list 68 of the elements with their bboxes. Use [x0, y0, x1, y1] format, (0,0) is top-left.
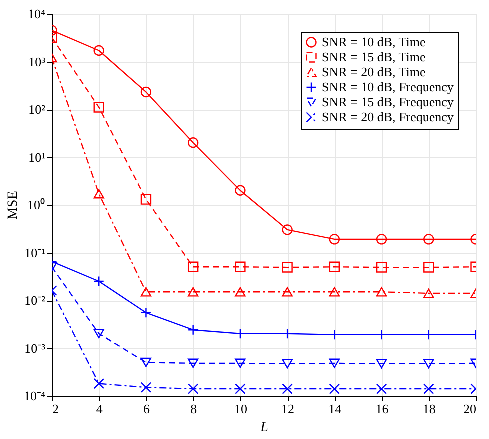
x-tick-label: 20 — [464, 402, 476, 416]
point — [140, 86, 152, 98]
legend-label: SNR = 15 dB, Frequency — [322, 94, 454, 110]
x-tick-label: 18 — [422, 402, 436, 416]
y-tick-label: 10⁻³ — [24, 340, 46, 356]
point — [424, 384, 434, 394]
point — [188, 287, 199, 297]
legend-label: SNR = 20 dB, Time — [322, 64, 426, 80]
x-tick-label: 14 — [328, 402, 342, 416]
point — [188, 262, 199, 272]
point — [94, 378, 104, 390]
x-tick-label: 6 — [143, 402, 150, 416]
x-tick-label: 8 — [190, 402, 198, 416]
point — [424, 359, 434, 369]
point — [376, 384, 388, 394]
x-tick-label: 16 — [376, 402, 390, 416]
point — [329, 262, 340, 272]
point — [282, 359, 293, 369]
point — [94, 189, 104, 199]
point — [329, 384, 340, 394]
point — [282, 384, 293, 394]
y-tick-label: 10⁰ — [28, 198, 46, 212]
point — [424, 288, 434, 298]
x-tick-label: 10 — [234, 402, 248, 416]
point — [424, 262, 434, 273]
point — [329, 358, 340, 368]
point — [376, 287, 388, 297]
point — [235, 262, 246, 272]
point — [376, 234, 388, 245]
legend-label: SNR = 10 dB, Frequency — [322, 80, 454, 94]
y-tick-label: 10¹ — [28, 150, 46, 165]
point — [188, 138, 199, 148]
point — [140, 194, 152, 205]
y-axis-title: MSE — [6, 191, 21, 220]
point — [188, 384, 199, 394]
point — [140, 287, 152, 297]
y-tick-label: 10⁻⁴ — [24, 388, 46, 404]
point — [94, 329, 104, 339]
x-tick-label: 4 — [96, 402, 104, 416]
point — [94, 276, 104, 287]
point — [282, 224, 293, 236]
point — [140, 358, 152, 368]
point — [235, 185, 246, 196]
point — [376, 359, 388, 369]
legend-label: SNR = 15 dB, Time — [322, 50, 426, 64]
x-tick-label: 2 — [52, 402, 59, 416]
y-tick-label: 10⁻¹ — [24, 245, 46, 260]
point — [140, 382, 152, 393]
point — [188, 358, 199, 368]
y-tick-label: 10⁻² — [24, 293, 46, 308]
point — [94, 45, 104, 56]
y-tick-label: 10⁴ — [28, 6, 46, 22]
point — [329, 287, 340, 297]
point — [376, 262, 388, 273]
legend-label: SNR = 20 dB, Frequency — [322, 110, 454, 124]
point — [94, 102, 104, 113]
point — [282, 262, 293, 273]
x-tick-label: 12 — [282, 402, 295, 416]
point — [282, 287, 293, 297]
point — [424, 234, 434, 245]
point — [235, 287, 246, 297]
y-tick-label: 10² — [28, 102, 46, 117]
y-tick-label: 10³ — [28, 54, 46, 70]
point — [329, 234, 340, 245]
point — [235, 358, 246, 368]
legend-label: SNR = 10 dB, Time — [322, 34, 426, 50]
x-axis-title: L — [260, 420, 269, 436]
point — [235, 384, 246, 394]
